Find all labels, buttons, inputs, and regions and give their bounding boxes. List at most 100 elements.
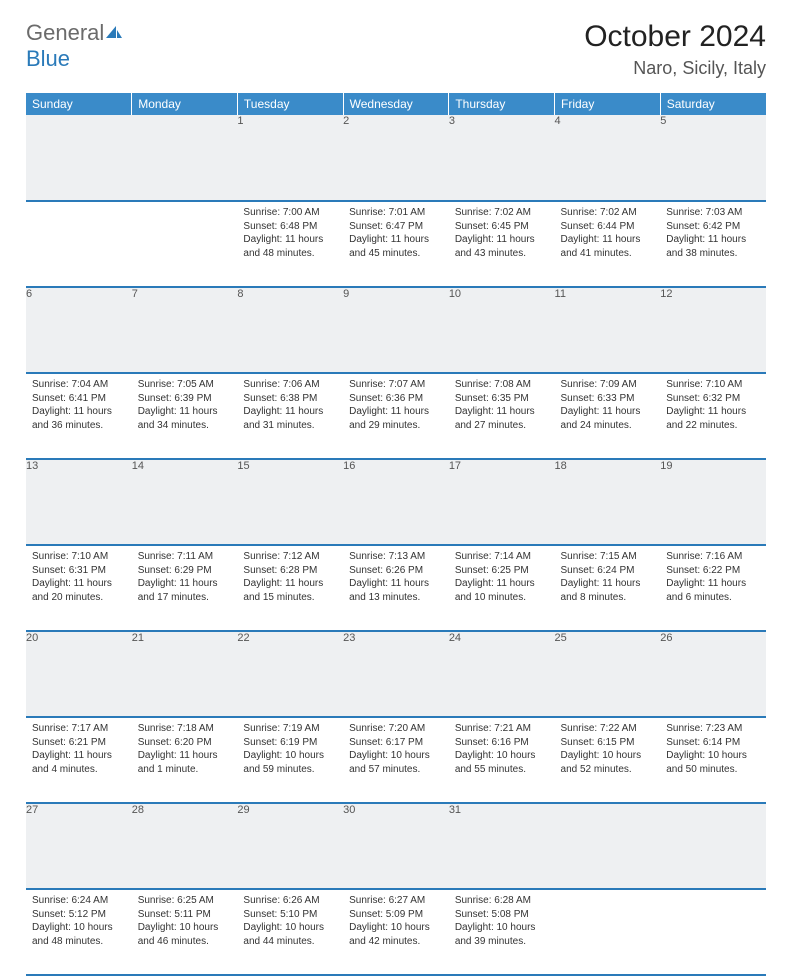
location: Naro, Sicily, Italy (584, 58, 766, 79)
logo-text-2: Blue (26, 46, 70, 71)
day-content-cell: Sunrise: 7:11 AMSunset: 6:29 PMDaylight:… (132, 545, 238, 631)
day-content-cell: Sunrise: 7:18 AMSunset: 6:20 PMDaylight:… (132, 717, 238, 803)
day-content: Sunrise: 7:06 AMSunset: 6:38 PMDaylight:… (237, 374, 343, 438)
day-content-cell: Sunrise: 7:04 AMSunset: 6:41 PMDaylight:… (26, 373, 132, 459)
day-content-cell: Sunrise: 7:05 AMSunset: 6:39 PMDaylight:… (132, 373, 238, 459)
day-content-cell: Sunrise: 7:07 AMSunset: 6:36 PMDaylight:… (343, 373, 449, 459)
day-number-cell: 1 (237, 115, 343, 201)
day-number-cell: 26 (660, 631, 766, 717)
day-content-cell: Sunrise: 7:10 AMSunset: 6:31 PMDaylight:… (26, 545, 132, 631)
day-content-cell (26, 201, 132, 287)
day-number-cell: 21 (132, 631, 238, 717)
day-number-row: 20212223242526 (26, 631, 766, 717)
logo-text: General Blue (26, 20, 124, 72)
day-number-cell: 17 (449, 459, 555, 545)
day-content-cell: Sunrise: 7:02 AMSunset: 6:44 PMDaylight:… (555, 201, 661, 287)
day-content: Sunrise: 6:26 AMSunset: 5:10 PMDaylight:… (237, 890, 343, 954)
day-content: Sunrise: 7:09 AMSunset: 6:33 PMDaylight:… (555, 374, 661, 438)
day-content-cell: Sunrise: 7:22 AMSunset: 6:15 PMDaylight:… (555, 717, 661, 803)
day-content-cell: Sunrise: 7:14 AMSunset: 6:25 PMDaylight:… (449, 545, 555, 631)
day-number-cell: 20 (26, 631, 132, 717)
day-content-cell: Sunrise: 7:01 AMSunset: 6:47 PMDaylight:… (343, 201, 449, 287)
day-number-cell: 31 (449, 803, 555, 889)
day-content-cell: Sunrise: 7:10 AMSunset: 6:32 PMDaylight:… (660, 373, 766, 459)
weekday-header: Thursday (449, 93, 555, 115)
day-content-cell: Sunrise: 7:19 AMSunset: 6:19 PMDaylight:… (237, 717, 343, 803)
weekday-header: Monday (132, 93, 238, 115)
day-content: Sunrise: 7:22 AMSunset: 6:15 PMDaylight:… (555, 718, 661, 782)
day-content-cell: Sunrise: 7:17 AMSunset: 6:21 PMDaylight:… (26, 717, 132, 803)
day-content: Sunrise: 7:08 AMSunset: 6:35 PMDaylight:… (449, 374, 555, 438)
day-content: Sunrise: 7:15 AMSunset: 6:24 PMDaylight:… (555, 546, 661, 610)
weekday-header: Friday (555, 93, 661, 115)
day-number-cell: 25 (555, 631, 661, 717)
day-content-cell: Sunrise: 7:08 AMSunset: 6:35 PMDaylight:… (449, 373, 555, 459)
day-content-cell: Sunrise: 6:27 AMSunset: 5:09 PMDaylight:… (343, 889, 449, 975)
day-content-cell: Sunrise: 6:28 AMSunset: 5:08 PMDaylight:… (449, 889, 555, 975)
day-content-cell: Sunrise: 7:20 AMSunset: 6:17 PMDaylight:… (343, 717, 449, 803)
day-content: Sunrise: 7:14 AMSunset: 6:25 PMDaylight:… (449, 546, 555, 610)
day-content: Sunrise: 6:25 AMSunset: 5:11 PMDaylight:… (132, 890, 238, 954)
day-content: Sunrise: 6:28 AMSunset: 5:08 PMDaylight:… (449, 890, 555, 954)
day-content: Sunrise: 7:07 AMSunset: 6:36 PMDaylight:… (343, 374, 449, 438)
day-content-cell: Sunrise: 6:25 AMSunset: 5:11 PMDaylight:… (132, 889, 238, 975)
day-content: Sunrise: 7:01 AMSunset: 6:47 PMDaylight:… (343, 202, 449, 266)
day-content-cell (660, 889, 766, 975)
logo-text-1: General (26, 20, 104, 45)
weekday-header-row: SundayMondayTuesdayWednesdayThursdayFrid… (26, 93, 766, 115)
day-content: Sunrise: 7:02 AMSunset: 6:45 PMDaylight:… (449, 202, 555, 266)
weekday-header: Tuesday (237, 93, 343, 115)
day-content-cell: Sunrise: 7:12 AMSunset: 6:28 PMDaylight:… (237, 545, 343, 631)
day-content-cell: Sunrise: 6:26 AMSunset: 5:10 PMDaylight:… (237, 889, 343, 975)
day-content: Sunrise: 7:00 AMSunset: 6:48 PMDaylight:… (237, 202, 343, 266)
day-number-cell (132, 115, 238, 201)
day-number-cell (26, 115, 132, 201)
day-content-cell: Sunrise: 7:13 AMSunset: 6:26 PMDaylight:… (343, 545, 449, 631)
month-title: October 2024 (584, 20, 766, 54)
day-content: Sunrise: 7:16 AMSunset: 6:22 PMDaylight:… (660, 546, 766, 610)
title-block: October 2024 Naro, Sicily, Italy (584, 20, 766, 79)
day-number-cell (555, 803, 661, 889)
day-content-cell: Sunrise: 6:24 AMSunset: 5:12 PMDaylight:… (26, 889, 132, 975)
day-content-row: Sunrise: 7:00 AMSunset: 6:48 PMDaylight:… (26, 201, 766, 287)
day-content: Sunrise: 7:02 AMSunset: 6:44 PMDaylight:… (555, 202, 661, 266)
day-number-row: 6789101112 (26, 287, 766, 373)
day-content-cell (132, 201, 238, 287)
day-content: Sunrise: 7:18 AMSunset: 6:20 PMDaylight:… (132, 718, 238, 782)
day-content-cell: Sunrise: 7:09 AMSunset: 6:33 PMDaylight:… (555, 373, 661, 459)
day-content: Sunrise: 7:20 AMSunset: 6:17 PMDaylight:… (343, 718, 449, 782)
header: General Blue October 2024 Naro, Sicily, … (26, 20, 766, 79)
day-number-cell: 8 (237, 287, 343, 373)
day-number-cell: 22 (237, 631, 343, 717)
day-content-row: Sunrise: 6:24 AMSunset: 5:12 PMDaylight:… (26, 889, 766, 975)
day-number-cell: 5 (660, 115, 766, 201)
day-content: Sunrise: 6:27 AMSunset: 5:09 PMDaylight:… (343, 890, 449, 954)
day-number-cell: 4 (555, 115, 661, 201)
day-number-cell: 27 (26, 803, 132, 889)
day-content: Sunrise: 7:10 AMSunset: 6:31 PMDaylight:… (26, 546, 132, 610)
day-number-cell: 15 (237, 459, 343, 545)
day-content-cell: Sunrise: 7:21 AMSunset: 6:16 PMDaylight:… (449, 717, 555, 803)
day-number-cell: 2 (343, 115, 449, 201)
calendar-table: SundayMondayTuesdayWednesdayThursdayFrid… (26, 93, 766, 976)
day-number-cell: 19 (660, 459, 766, 545)
day-content-cell: Sunrise: 7:03 AMSunset: 6:42 PMDaylight:… (660, 201, 766, 287)
day-number-cell: 10 (449, 287, 555, 373)
day-number-cell: 11 (555, 287, 661, 373)
day-content: Sunrise: 7:05 AMSunset: 6:39 PMDaylight:… (132, 374, 238, 438)
day-content-cell: Sunrise: 7:23 AMSunset: 6:14 PMDaylight:… (660, 717, 766, 803)
day-number-cell: 18 (555, 459, 661, 545)
day-content: Sunrise: 7:13 AMSunset: 6:26 PMDaylight:… (343, 546, 449, 610)
day-number-cell: 30 (343, 803, 449, 889)
day-content-cell: Sunrise: 7:02 AMSunset: 6:45 PMDaylight:… (449, 201, 555, 287)
day-number-cell: 6 (26, 287, 132, 373)
day-content-cell: Sunrise: 7:00 AMSunset: 6:48 PMDaylight:… (237, 201, 343, 287)
day-number-cell: 13 (26, 459, 132, 545)
day-content: Sunrise: 7:04 AMSunset: 6:41 PMDaylight:… (26, 374, 132, 438)
day-content: Sunrise: 7:11 AMSunset: 6:29 PMDaylight:… (132, 546, 238, 610)
day-number-cell: 7 (132, 287, 238, 373)
calendar-body: 12345Sunrise: 7:00 AMSunset: 6:48 PMDayl… (26, 115, 766, 975)
day-number-row: 2728293031 (26, 803, 766, 889)
day-content-row: Sunrise: 7:10 AMSunset: 6:31 PMDaylight:… (26, 545, 766, 631)
day-content-cell (555, 889, 661, 975)
